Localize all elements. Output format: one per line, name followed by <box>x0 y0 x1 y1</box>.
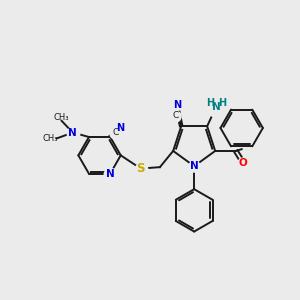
Text: N: N <box>212 102 220 112</box>
Text: CH₃: CH₃ <box>42 134 58 143</box>
Text: N: N <box>106 169 115 179</box>
Text: S: S <box>136 162 145 175</box>
Text: H: H <box>218 98 226 108</box>
Text: C: C <box>112 128 119 137</box>
Text: N: N <box>68 128 77 138</box>
Text: N: N <box>190 161 199 171</box>
Text: CH₃: CH₃ <box>54 113 69 122</box>
Text: N: N <box>173 100 181 110</box>
Text: O: O <box>239 158 248 168</box>
Text: N: N <box>116 123 124 133</box>
Text: C: C <box>172 111 178 120</box>
Text: H: H <box>207 98 215 108</box>
